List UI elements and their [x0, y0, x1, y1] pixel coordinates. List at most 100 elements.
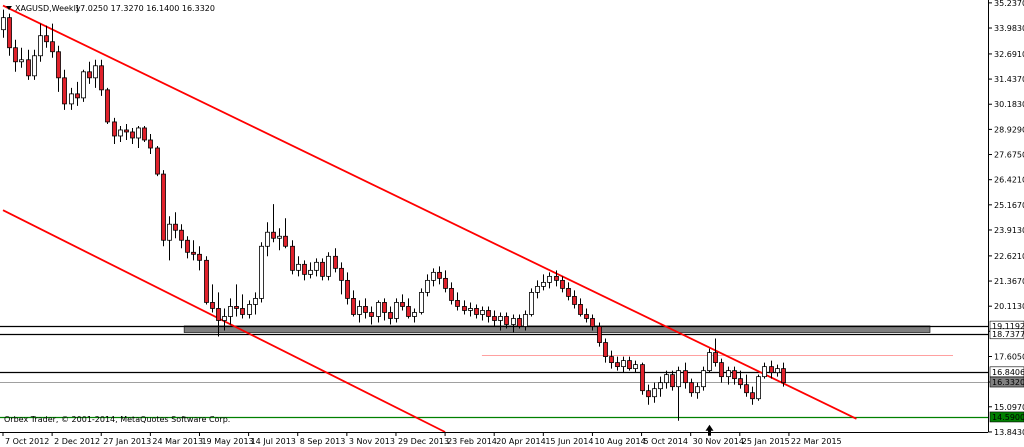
candle [566, 282, 571, 301]
candle [136, 125, 141, 149]
candle-body [148, 139, 153, 149]
candle [290, 240, 295, 275]
candle [621, 356, 626, 373]
price-badge: 14.5900 [989, 411, 1024, 423]
candle-body [412, 312, 417, 317]
price-badge: 18.7377 [989, 328, 1024, 340]
symbol-label: XAGUSD,Weekly [15, 4, 81, 13]
candle-body [523, 314, 528, 327]
candle [75, 81, 80, 106]
candle [32, 49, 37, 80]
candle [541, 274, 546, 291]
price-badge-label: 18.7377 [992, 330, 1024, 339]
candle [511, 314, 516, 333]
dropdown-triangle-icon[interactable] [6, 6, 12, 10]
candle [578, 298, 583, 317]
candle [142, 125, 147, 142]
trendline[interactable] [2, 4, 857, 420]
candle-body [578, 304, 583, 315]
candle [204, 256, 209, 305]
time-tick-label: 24 Mar 2013 [152, 437, 203, 446]
candle-body [689, 382, 694, 394]
candle-body [664, 374, 669, 384]
candle-body [388, 312, 393, 319]
candle [431, 268, 436, 287]
candle-body [676, 370, 681, 388]
candle [339, 262, 344, 295]
price-tick-label: 30.1830 [994, 100, 1024, 109]
candle-body [486, 310, 491, 317]
candle [627, 356, 632, 371]
price-tick-label: 33.9830 [994, 24, 1024, 33]
candle-body [590, 318, 595, 327]
candle-body [744, 384, 749, 394]
candle-body [726, 370, 731, 378]
candle [99, 59, 104, 96]
candle-body [597, 326, 602, 343]
price-badge: 16.3320 [989, 376, 1024, 388]
candle [756, 374, 761, 401]
price-badge-label: 16.8406 [992, 368, 1024, 377]
candle-body [234, 306, 239, 309]
chart-header: XAGUSD,Weekly 17.0250 17.3270 16.1400 16… [6, 4, 215, 13]
candle-body [191, 251, 196, 255]
candle-body [382, 302, 387, 313]
time-tick-label: 2 Dec 2012 [54, 437, 100, 446]
candle-body [271, 231, 276, 239]
time-tick-label: 19 May 2013 [201, 437, 253, 446]
candle [640, 362, 645, 395]
candles-layer [1, 9, 786, 421]
candle [652, 382, 657, 403]
candle [462, 300, 467, 315]
candle-body [670, 374, 675, 388]
candle [112, 117, 117, 144]
candle-body [259, 245, 264, 299]
candle [382, 298, 387, 321]
candle-body [640, 364, 645, 392]
candle-body [652, 388, 657, 398]
candle-body [535, 285, 540, 293]
candle [658, 376, 663, 397]
candle-body [658, 382, 663, 390]
candle [455, 292, 460, 311]
price-badge-box [989, 411, 1024, 423]
candle-body [283, 235, 288, 247]
candle [664, 370, 669, 389]
time-tick-label: 20 Apr 2014 [496, 437, 545, 446]
time-tick-label: 27 Jan 2013 [103, 437, 151, 446]
price-tick-label: 25.1670 [994, 201, 1024, 210]
candle [376, 300, 381, 323]
candle-body [646, 390, 651, 398]
candle-body [253, 298, 258, 305]
candle [314, 258, 319, 277]
candle-body [609, 356, 614, 364]
candle-body [615, 362, 620, 368]
candle-body [302, 263, 307, 275]
candle [498, 312, 503, 331]
copyright-text: Orbex Trader, © 2001-2014, MetaQuotes So… [4, 415, 230, 424]
candle-body [468, 308, 473, 311]
candle-body [492, 316, 497, 321]
time-tick-label: 8 Sep 2013 [300, 437, 346, 446]
up-arrow-icon[interactable] [705, 424, 714, 436]
candle [240, 294, 245, 319]
candle [713, 338, 718, 367]
candle-body [32, 55, 37, 77]
candle [775, 364, 780, 377]
candle-body [216, 308, 221, 321]
candle [547, 272, 552, 289]
candle [259, 242, 264, 303]
candle-body [769, 366, 774, 374]
candle-body [118, 129, 123, 137]
candle [781, 362, 786, 387]
candle-body [732, 370, 737, 380]
candle-body [400, 302, 405, 307]
price-tick-label: 15.0970 [994, 403, 1024, 412]
candle [326, 252, 331, 281]
price-tick-label: 35.2370 [994, 0, 1024, 8]
candle [449, 282, 454, 305]
price-tick-label: 26.4210 [994, 176, 1024, 185]
candle [609, 350, 614, 369]
candle [19, 47, 24, 68]
price-badge-label: 19.1192 [992, 322, 1024, 331]
